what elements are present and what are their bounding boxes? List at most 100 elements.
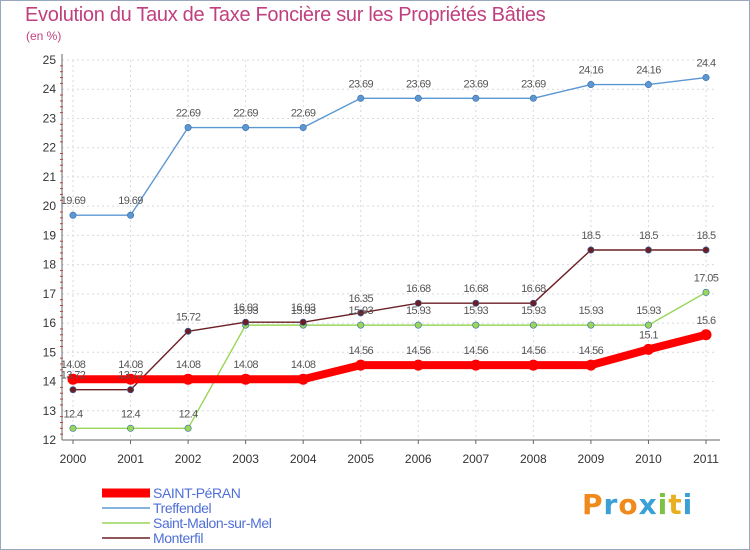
data-label: 24.16 (636, 65, 661, 77)
data-label: 19.69 (118, 195, 143, 207)
series-line-3 (72, 249, 707, 391)
data-label: 16.03 (291, 302, 316, 314)
data-label: 14.08 (176, 359, 201, 371)
data-label: 15.93 (636, 305, 661, 317)
data-point (472, 94, 480, 102)
data-point (69, 211, 77, 219)
y-axis-unit: (en %) (26, 29, 62, 43)
chart-title: Evolution du Taux de Taxe Foncière sur l… (25, 4, 546, 26)
data-label: 14.08 (291, 359, 316, 371)
data-label: 13.72 (61, 370, 86, 382)
series-line-2 (72, 291, 707, 430)
logo-letter: r (603, 488, 619, 521)
data-label: 24.16 (579, 65, 604, 77)
x-tick-label: 2007 (462, 452, 489, 466)
y-tick-label: 19 (43, 228, 57, 242)
data-label: 15.93 (464, 305, 489, 317)
data-label: 14.56 (579, 345, 604, 357)
data-label: 16.68 (521, 283, 546, 295)
data-point (414, 321, 422, 329)
data-label: 17.05 (694, 272, 719, 284)
data-label: 14.08 (118, 359, 143, 371)
data-point (529, 321, 537, 329)
data-label: 23.69 (348, 78, 373, 90)
y-tick-label: 24 (43, 82, 57, 96)
data-label: 13.72 (118, 370, 143, 382)
data-point (242, 318, 250, 326)
data-label: 19.69 (61, 195, 86, 207)
data-point (587, 321, 595, 329)
data-point (587, 246, 595, 254)
data-point (182, 373, 194, 385)
y-tick-label: 16 (43, 316, 57, 330)
data-point (414, 299, 422, 307)
legend-label: Monterfil (153, 530, 203, 546)
data-label: 15.93 (291, 305, 316, 317)
data-point (69, 386, 77, 394)
legend: SAINT-PéRANTreffendelSaint-Malon-sur-Mel… (102, 485, 272, 546)
data-point (125, 373, 137, 385)
x-tick-label: 2002 (175, 452, 202, 466)
data-label: 15.72 (176, 311, 201, 323)
y-tick-label: 23 (43, 111, 57, 125)
data-point (357, 321, 365, 329)
x-tick-label: 2008 (520, 452, 547, 466)
data-point (299, 124, 307, 132)
data-point (357, 94, 365, 102)
series-layer (67, 74, 712, 432)
data-point (472, 299, 480, 307)
legend-label: SAINT-PéRAN (153, 485, 240, 501)
data-point (642, 343, 654, 355)
logo-letter: i (657, 488, 669, 521)
data-label: 14.56 (348, 345, 373, 357)
legend-label: Saint-Malon-sur-Mel (153, 515, 272, 531)
data-point (644, 246, 652, 254)
data-point (127, 386, 135, 394)
data-label: 14.56 (464, 345, 489, 357)
x-tick-label: 2010 (635, 452, 662, 466)
data-label: 18.5 (581, 230, 600, 242)
data-label: 15.6 (696, 315, 715, 327)
data-label: 15.1 (639, 329, 658, 341)
data-label: 18.5 (696, 230, 715, 242)
data-label: 15.93 (348, 305, 373, 317)
data-point (357, 309, 365, 317)
data-point (412, 359, 424, 371)
data-label: 12.4 (63, 408, 82, 420)
data-label: 16.35 (348, 293, 373, 305)
data-point (297, 373, 309, 385)
data-point (702, 288, 710, 296)
data-point (184, 124, 192, 132)
data-point (69, 424, 77, 432)
series-line-1 (72, 76, 707, 216)
x-tick-label: 2004 (290, 452, 317, 466)
y-tick-label: 21 (43, 170, 57, 184)
data-labels: 19.69 19.69 22.69 22.69 22.69 23.69 23.69 23.69… (61, 58, 720, 421)
data-label: 22.69 (176, 108, 201, 120)
data-point (127, 211, 135, 219)
logo-letter: x (638, 488, 658, 521)
data-point (585, 359, 597, 371)
logo-letter: P (582, 488, 604, 521)
y-tick-label: 22 (43, 141, 57, 155)
data-point (127, 424, 135, 432)
data-label: 23.69 (521, 78, 546, 90)
data-label: 14.08 (233, 359, 258, 371)
data-point (242, 124, 250, 132)
y-tick-label: 12 (43, 433, 57, 447)
y-tick-label: 17 (43, 287, 57, 301)
data-label: 15.93 (233, 305, 258, 317)
data-label: 14.08 (61, 359, 86, 371)
x-tick-label: 2011 (693, 452, 719, 466)
logo-letter: o (618, 488, 639, 521)
data-point (702, 246, 710, 254)
data-point (587, 81, 595, 89)
x-tick-label: 2009 (578, 452, 605, 466)
data-point (470, 359, 482, 371)
x-tick-label: 2006 (405, 452, 432, 466)
y-tick-label: 25 (43, 53, 57, 67)
logo-letter: i (682, 488, 694, 521)
data-label: 12.4 (121, 408, 140, 420)
data-point (644, 81, 652, 89)
